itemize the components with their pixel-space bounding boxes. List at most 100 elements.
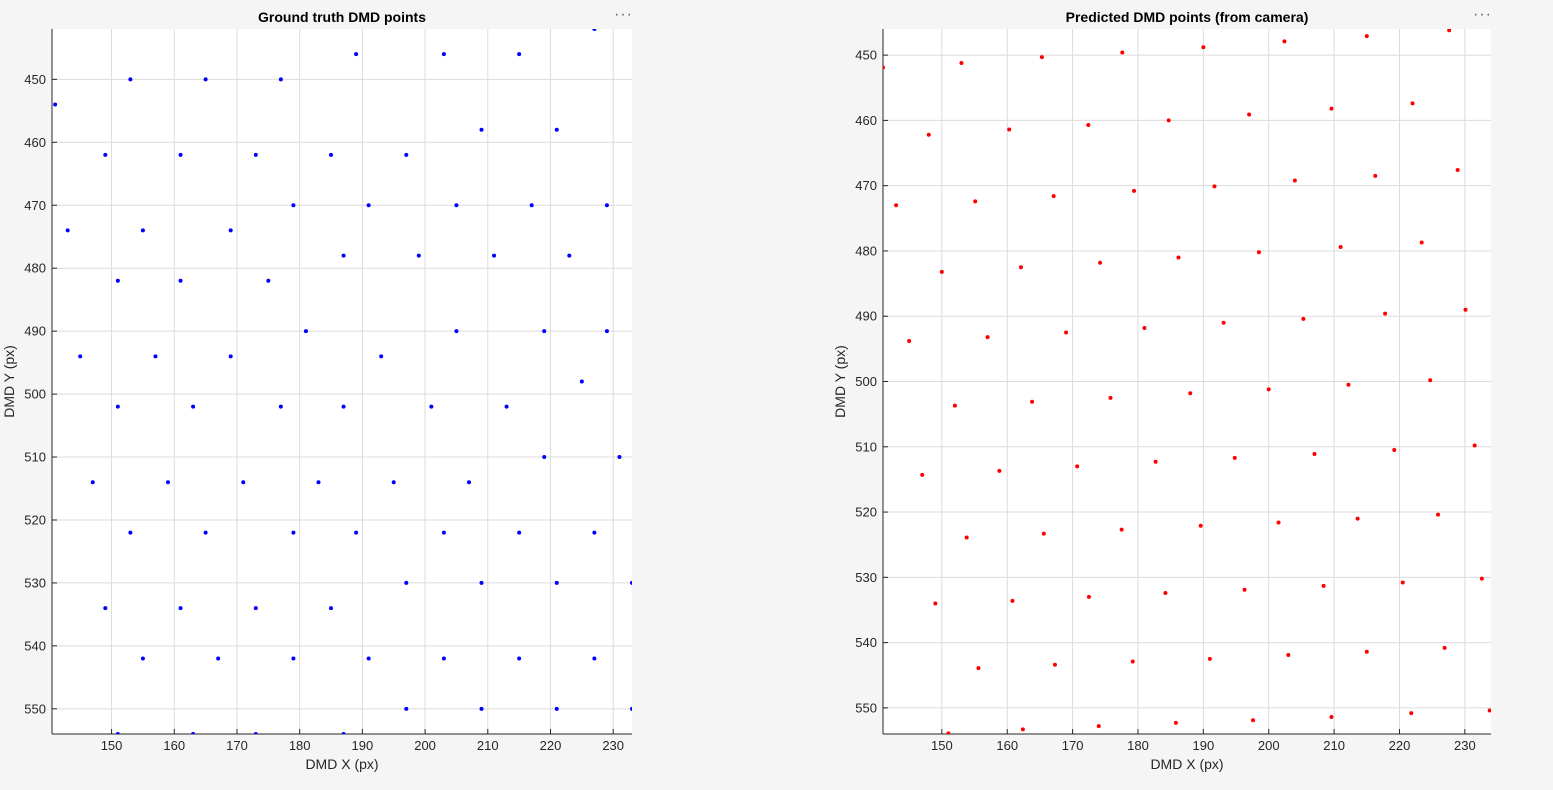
data-point bbox=[1436, 512, 1441, 517]
data-point bbox=[1463, 307, 1468, 312]
data-point bbox=[592, 29, 597, 31]
data-point bbox=[1292, 178, 1297, 183]
data-point bbox=[291, 203, 296, 208]
y-tick-label: 540 bbox=[855, 635, 877, 650]
data-point bbox=[291, 530, 296, 535]
data-point bbox=[976, 666, 981, 671]
y-tick-label: 490 bbox=[855, 309, 877, 324]
y-tick-label: 510 bbox=[855, 439, 877, 454]
data-point bbox=[554, 580, 559, 585]
data-point bbox=[1329, 715, 1334, 720]
data-point bbox=[1041, 531, 1046, 536]
series-points bbox=[53, 29, 632, 734]
data-point bbox=[479, 706, 484, 711]
x-tick-label: 230 bbox=[1454, 738, 1476, 753]
data-point bbox=[1392, 448, 1397, 453]
data-point bbox=[1130, 659, 1135, 664]
data-point bbox=[1487, 708, 1491, 713]
data-point bbox=[216, 656, 221, 661]
data-point bbox=[1276, 520, 1281, 525]
data-point bbox=[404, 152, 409, 157]
x-tick-label: 170 bbox=[226, 738, 248, 753]
data-point bbox=[65, 228, 70, 233]
data-point bbox=[1166, 118, 1171, 123]
data-point bbox=[517, 656, 522, 661]
data-point bbox=[1472, 443, 1477, 448]
data-point bbox=[554, 127, 559, 132]
data-point bbox=[926, 132, 931, 137]
x-tick-label: 230 bbox=[602, 738, 624, 753]
data-point bbox=[1364, 649, 1369, 654]
data-point bbox=[1086, 594, 1091, 599]
data-point bbox=[1266, 387, 1271, 392]
data-point bbox=[504, 404, 509, 409]
chart-title: Predicted DMD points (from camera) bbox=[1066, 9, 1309, 25]
data-point bbox=[1442, 645, 1447, 650]
data-point bbox=[1108, 395, 1113, 400]
data-point bbox=[985, 335, 990, 340]
data-point bbox=[1120, 50, 1125, 55]
x-tick-label: 220 bbox=[540, 738, 562, 753]
data-point bbox=[115, 278, 120, 283]
data-point bbox=[1447, 29, 1452, 33]
x-tick-label: 180 bbox=[289, 738, 311, 753]
data-point bbox=[1052, 662, 1057, 667]
data-point bbox=[1075, 464, 1080, 469]
data-point bbox=[542, 455, 547, 460]
data-point bbox=[278, 404, 283, 409]
data-point bbox=[166, 480, 170, 485]
data-point bbox=[341, 732, 346, 734]
data-point bbox=[1098, 260, 1103, 265]
chart-1: 150 160 170 180 190 200 210 220 230 450 460 470 480 4… bbox=[1, 9, 632, 772]
data-point bbox=[1282, 39, 1287, 44]
data-point bbox=[404, 580, 409, 585]
data-point bbox=[1207, 656, 1212, 661]
x-axis-label: DMD X (px) bbox=[1150, 756, 1223, 772]
data-point bbox=[479, 580, 484, 585]
data-point bbox=[952, 403, 957, 408]
y-tick-label: 480 bbox=[855, 243, 877, 258]
data-point bbox=[542, 329, 547, 334]
plot-area bbox=[52, 29, 632, 734]
data-point bbox=[1086, 122, 1091, 127]
axes-menu-right[interactable]: ··· bbox=[1473, 6, 1492, 23]
data-point bbox=[278, 77, 283, 82]
y-tick-label: 530 bbox=[24, 575, 46, 590]
data-point bbox=[1355, 516, 1360, 521]
data-point bbox=[366, 656, 371, 661]
data-point bbox=[1176, 255, 1181, 260]
axes-menu-left[interactable]: ··· bbox=[614, 6, 633, 23]
data-point bbox=[554, 706, 559, 711]
data-point bbox=[1373, 173, 1378, 178]
data-point bbox=[964, 535, 969, 540]
data-point bbox=[1201, 45, 1206, 50]
data-point bbox=[1428, 378, 1433, 383]
data-point bbox=[1163, 591, 1168, 595]
data-point bbox=[1142, 325, 1147, 330]
data-point bbox=[454, 329, 459, 334]
data-point bbox=[1251, 718, 1256, 723]
data-point bbox=[1410, 101, 1415, 106]
x-axis-label: DMD X (px) bbox=[305, 756, 378, 772]
x-tick-label: 160 bbox=[163, 738, 185, 753]
data-point bbox=[266, 278, 271, 283]
data-point bbox=[391, 480, 396, 485]
y-tick-label: 470 bbox=[24, 198, 46, 213]
data-point bbox=[441, 52, 446, 57]
data-point bbox=[191, 732, 196, 734]
data-point bbox=[997, 468, 1002, 473]
y-axis-label: DMD Y (px) bbox=[832, 345, 848, 418]
data-point bbox=[90, 480, 95, 485]
data-point bbox=[1321, 583, 1326, 588]
data-point bbox=[115, 732, 120, 734]
y-tick-label: 500 bbox=[855, 374, 877, 389]
data-point bbox=[1409, 711, 1414, 716]
data-point bbox=[1455, 168, 1460, 172]
data-point bbox=[939, 269, 944, 274]
data-point bbox=[441, 530, 446, 535]
data-point bbox=[1364, 34, 1369, 39]
data-point bbox=[894, 203, 899, 208]
data-point bbox=[1247, 112, 1252, 117]
data-point bbox=[128, 77, 133, 82]
data-point bbox=[1212, 184, 1217, 189]
